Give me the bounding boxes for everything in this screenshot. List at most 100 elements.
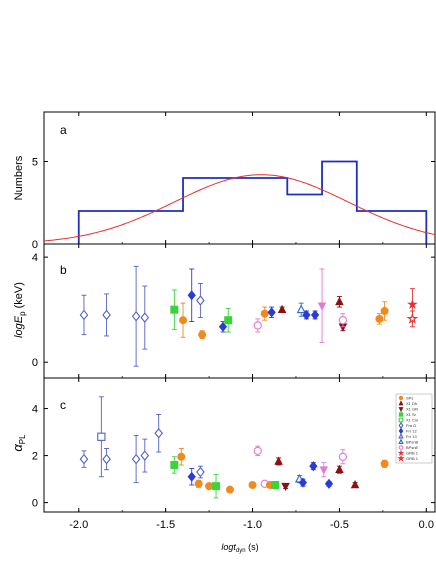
histogram-bar — [322, 162, 357, 245]
data-point — [375, 314, 384, 323]
data-point — [248, 480, 257, 489]
data-point — [398, 438, 404, 444]
legend-entry: Fra G — [406, 423, 416, 428]
data-point — [309, 461, 318, 472]
x-tick-label: -1.5 — [156, 519, 175, 531]
data-point — [225, 485, 234, 494]
data-point — [196, 295, 205, 306]
legend-entry: SPs — [406, 396, 413, 401]
data-point — [102, 453, 111, 465]
data-point — [398, 432, 404, 439]
data-point — [154, 427, 164, 439]
legend-entry: X1 Sr — [406, 412, 417, 417]
ylabel-sub-p: p — [18, 311, 27, 316]
ylabel-sub-PL: PL — [18, 434, 27, 444]
data-point — [170, 460, 179, 469]
panel-b-frame — [43, 243, 436, 379]
panel-a-ticks: 05 — [32, 112, 435, 251]
panel-b-points — [79, 265, 419, 367]
legend-entry: X1 GR — [406, 407, 418, 412]
xlabel-sub: dyn — [236, 548, 246, 554]
data-point — [398, 407, 404, 413]
data-point — [319, 466, 329, 475]
data-point — [97, 432, 106, 441]
data-point — [380, 459, 389, 468]
histogram-bar — [287, 195, 322, 245]
data-point — [79, 309, 89, 321]
data-point — [298, 477, 308, 488]
xlabel-unit: (s) — [246, 542, 259, 552]
histogram-bar — [79, 211, 183, 244]
x-tick-label: 0.0 — [419, 519, 434, 531]
data-point — [205, 482, 214, 491]
panel-c-frame — [43, 377, 436, 513]
data-point — [187, 471, 196, 482]
panel-c-points — [79, 396, 389, 499]
panel-c-ylabel: αPL — [10, 434, 27, 452]
histogram-bar — [183, 178, 287, 244]
panel-b-ticks: 04 — [32, 244, 435, 378]
y-tick-label: 0 — [32, 357, 38, 369]
x-tick-label: -1.0 — [243, 519, 262, 531]
legend-entry: BPsnE — [406, 445, 419, 450]
panel-b-ylabel: logEp (keV) — [13, 282, 27, 338]
ylabel-E: E — [13, 315, 25, 323]
data-point — [260, 309, 269, 318]
legend-entry: BPsnB — [406, 440, 419, 445]
data-point — [212, 482, 221, 491]
panel-c-label: c — [60, 398, 66, 412]
data-point — [177, 452, 186, 461]
data-point — [338, 452, 348, 461]
data-point — [302, 309, 311, 320]
data-point — [253, 446, 262, 456]
data-point — [271, 480, 280, 489]
data-point — [194, 479, 203, 488]
data-point — [406, 312, 419, 324]
y-tick-label: 2 — [32, 451, 38, 463]
panel-a-ylabel: Numbers — [13, 155, 25, 200]
data-point — [140, 450, 150, 461]
x-tick-label: -0.5 — [330, 519, 349, 531]
legend-box — [395, 393, 433, 464]
y-tick-label: 0 — [32, 239, 38, 251]
legend-entry: Frr 12 — [406, 429, 417, 434]
data-point — [79, 453, 89, 465]
data-point — [397, 449, 405, 456]
data-point — [310, 309, 320, 320]
histogram-bars — [77, 160, 428, 245]
y-tick-label: 5 — [32, 157, 38, 169]
data-point — [398, 417, 404, 423]
data-point — [170, 305, 179, 314]
data-point — [131, 453, 141, 465]
legend-entry: Frr 13 — [406, 434, 417, 439]
panel-c-ticks: 0 2 4 -2.0 -1.5 -1.0 -0.5 0.0 — [32, 378, 435, 531]
data-point — [281, 482, 290, 492]
x-tick-label: -2.0 — [69, 519, 88, 531]
data-point — [296, 304, 306, 314]
data-point — [198, 330, 207, 339]
xlabel-log: logt — [221, 542, 236, 552]
ylabel-alpha: α — [10, 444, 25, 452]
data-point — [267, 307, 276, 318]
ylabel-unit: (keV) — [13, 282, 25, 311]
y-tick-label: 0 — [32, 498, 38, 510]
data-point — [253, 321, 262, 330]
histogram-outline — [77, 160, 428, 244]
data-point — [140, 312, 150, 323]
data-point — [398, 445, 404, 450]
data-point — [335, 296, 344, 306]
data-point — [407, 298, 418, 310]
legend-entry: X1 Dfr — [406, 401, 418, 406]
data-point — [102, 309, 111, 321]
data-point — [335, 464, 344, 473]
data-point — [380, 306, 389, 315]
ylabel-log: log — [13, 322, 25, 338]
data-point — [338, 316, 348, 325]
data-point — [277, 304, 287, 313]
histogram-bar — [357, 211, 427, 244]
data-point — [196, 466, 205, 478]
data-point — [324, 478, 334, 489]
